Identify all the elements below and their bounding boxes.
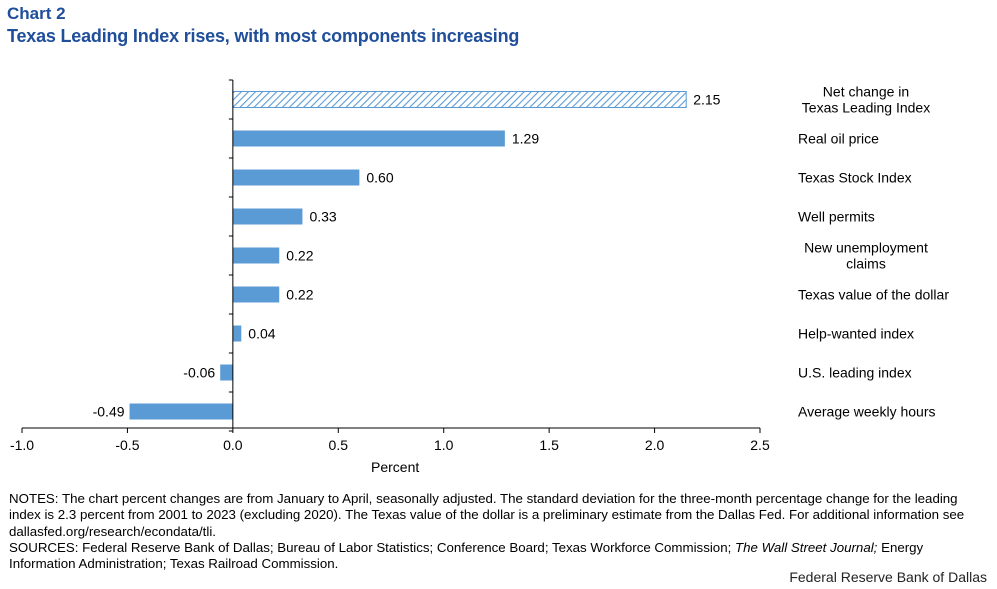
category-label: Average weekly hours	[798, 404, 935, 420]
bar	[220, 364, 233, 381]
source-credit: Federal Reserve Bank of Dallas	[789, 569, 987, 585]
x-tick-label: 0.0	[223, 437, 243, 453]
x-tick-label: 1.5	[539, 437, 559, 453]
category-label: Texas value of the dollar	[798, 287, 949, 303]
value-label: -0.49	[93, 404, 125, 420]
value-label: 0.22	[286, 248, 313, 264]
x-tick-label: -0.5	[115, 437, 139, 453]
chart-label: Chart 2	[7, 4, 66, 23]
category-label: Well permits	[798, 209, 875, 225]
category-label: U.S. leading index	[798, 365, 912, 381]
x-tick-label: 2.5	[750, 437, 770, 453]
category-label: Net change in Texas Leading Index	[802, 84, 930, 116]
bar	[232, 208, 303, 225]
value-label: 2.15	[693, 92, 720, 108]
category-label: Texas Stock Index	[798, 170, 912, 186]
value-label: 0.60	[366, 170, 393, 186]
sources-text-italic: The Wall Street Journal;	[734, 539, 878, 555]
x-axis-label: Percent	[371, 459, 420, 475]
x-tick-label: 1.0	[434, 437, 454, 453]
x-tick-label: 0.5	[329, 437, 349, 453]
notes-block: NOTES: The chart percent changes are fro…	[9, 491, 991, 572]
bar-chart: -1.0 -0.5 0.0 0.5 1.0 1.5 2.0 2.5 2.15 Net chang…	[10, 79, 949, 453]
category-label: Help-wanted index	[798, 326, 914, 342]
bar	[129, 403, 233, 420]
value-label: 1.29	[512, 131, 539, 147]
sources-text: SOURCES: Federal Reserve Bank of Dallas;…	[9, 540, 991, 573]
value-label: -0.06	[183, 365, 215, 381]
sources-text-start: SOURCES: Federal Reserve Bank of Dallas;…	[9, 539, 735, 555]
bar	[232, 286, 280, 303]
category-label: Real oil price	[798, 131, 879, 147]
value-label: 0.04	[248, 326, 275, 342]
bar	[232, 130, 505, 147]
bar	[232, 247, 280, 264]
value-label: 0.22	[286, 287, 313, 303]
value-label: 0.33	[309, 209, 336, 225]
bar-net-change	[232, 91, 687, 108]
x-tick-label: 2.0	[645, 437, 665, 453]
notes-text: NOTES: The chart percent changes are fro…	[9, 491, 965, 539]
chart-title: Texas Leading Index rises, with most com…	[7, 26, 520, 46]
category-label: New unemployment claims	[804, 240, 928, 272]
bar	[232, 325, 242, 342]
bar	[232, 169, 360, 186]
x-tick-label: -1.0	[10, 437, 34, 453]
sources-text-end: Energy Information Administration; Texas…	[9, 539, 924, 572]
